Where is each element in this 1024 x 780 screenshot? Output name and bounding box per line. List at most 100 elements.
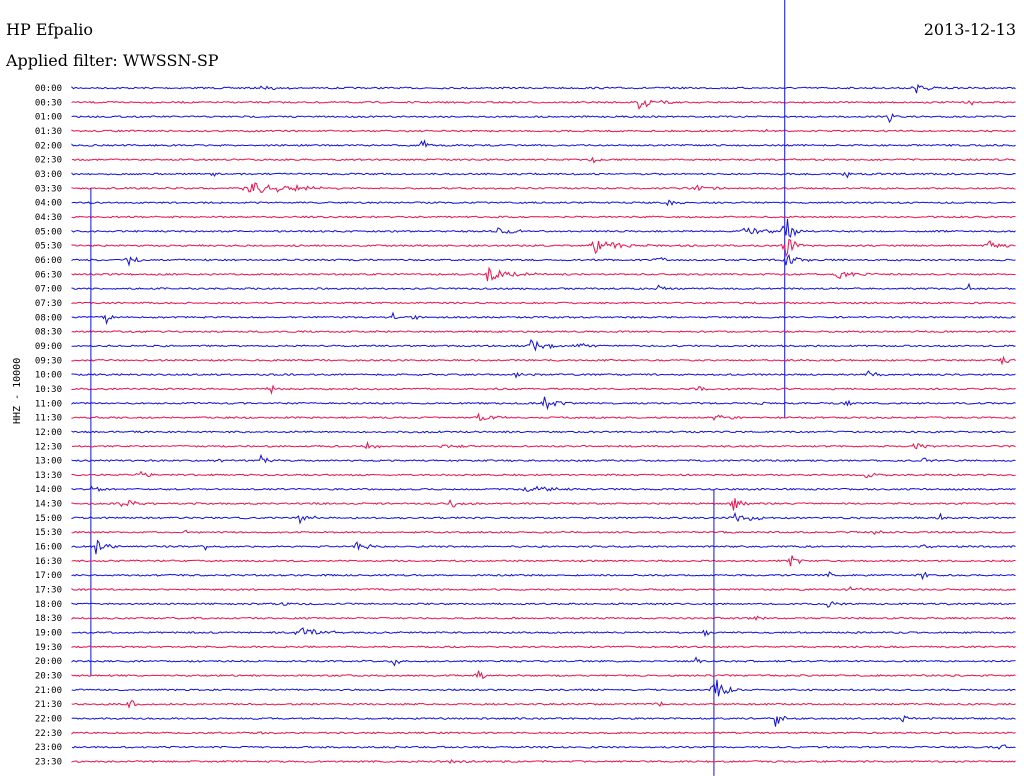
row-time-label: 22:00: [35, 715, 62, 725]
trace-row: [71, 199, 1016, 207]
trace-row: [71, 370, 1016, 379]
trace-row: [71, 430, 1016, 434]
row-time-label: 11:30: [35, 414, 62, 424]
row-time-label: 22:30: [35, 729, 62, 739]
trace-row: [71, 139, 1016, 148]
trace-row: [71, 330, 1016, 334]
trace-row: [71, 355, 1016, 366]
date-label: 2013-12-13: [923, 20, 1016, 39]
trace-row: [71, 715, 1016, 727]
trace-row: [71, 586, 1016, 592]
trace-row: [71, 627, 1016, 638]
row-time-label: 07:30: [35, 299, 62, 309]
row-time-label: 19:00: [35, 629, 62, 639]
row-time-label: 02:00: [35, 141, 62, 151]
row-time-label: 23:30: [35, 758, 62, 768]
row-time-label: 15:00: [35, 514, 62, 524]
row-time-label: 09:30: [35, 356, 62, 366]
row-time-label: 04:30: [35, 213, 62, 223]
station-name: HP Efpalio: [6, 20, 94, 39]
row-time-label: 05:30: [35, 242, 62, 252]
row-time-label: 01:30: [35, 127, 62, 137]
row-time-label: 07:00: [35, 285, 62, 295]
row-time-label: 18:00: [35, 600, 62, 610]
trace-row: [71, 128, 1016, 133]
trace-row: [71, 485, 1016, 493]
trace-row: [71, 615, 1016, 621]
trace-row: [71, 656, 1016, 667]
trace-row: [71, 182, 1016, 193]
row-time-label: 21:00: [35, 686, 62, 696]
trace-row: [71, 83, 1016, 94]
trace-row: [71, 396, 1016, 411]
row-time-label: 03:00: [35, 170, 62, 180]
trace-row: [71, 555, 1016, 567]
row-labels: 00:00 00:30 01:00 01:30 02:00 02:30 03:00 03:30…: [35, 84, 62, 768]
row-time-label: 14:30: [35, 500, 62, 510]
trace-row: [71, 238, 1016, 258]
row-time-label: 02:30: [35, 156, 62, 166]
trace-row: [71, 571, 1016, 581]
trace-row: [71, 645, 1016, 649]
row-time-label: 13:00: [35, 457, 62, 467]
row-time-label: 11:00: [35, 399, 62, 409]
trace-row: [71, 99, 1016, 110]
row-time-label: 14:00: [35, 485, 62, 495]
trace-row: [71, 539, 1016, 555]
row-time-label: 12:30: [35, 442, 62, 452]
row-time-label: 16:00: [35, 543, 62, 553]
trace-row: [71, 758, 1016, 764]
row-time-label: 15:30: [35, 528, 62, 538]
row-time-label: 03:30: [35, 184, 62, 194]
trace-row: [71, 440, 1016, 450]
trace-row: [71, 338, 1016, 352]
trace-row: [71, 412, 1016, 422]
trace-row: [71, 156, 1016, 164]
row-time-label: 05:00: [35, 227, 62, 237]
row-time-label: 06:00: [35, 256, 62, 266]
trace-row: [71, 498, 1016, 511]
trace-row: [71, 254, 1016, 267]
row-time-label: 17:00: [35, 571, 62, 581]
row-time-label: 08:30: [35, 328, 62, 338]
trace-row: [71, 670, 1016, 680]
row-time-label: 12:00: [35, 428, 62, 438]
row-time-label: 00:00: [35, 84, 62, 94]
row-time-label: 10:30: [35, 385, 62, 395]
trace-row: [71, 731, 1016, 735]
trace-row: [71, 311, 1016, 326]
trace-row: [71, 171, 1016, 179]
row-time-label: 18:30: [35, 614, 62, 624]
trace-group: [71, 0, 1016, 776]
trace-row: [71, 470, 1016, 479]
row-time-label: 20:30: [35, 672, 62, 682]
trace-row: [71, 601, 1016, 609]
row-time-label: 01:00: [35, 113, 62, 123]
trace-row: [71, 282, 1016, 291]
row-time-label: 00:30: [35, 98, 62, 108]
row-time-label: 21:30: [35, 700, 62, 710]
filter-label: Applied filter: WWSSN-SP: [6, 51, 219, 70]
row-time-label: 20:00: [35, 657, 62, 667]
row-time-label: 10:00: [35, 371, 62, 381]
trace-row: [71, 266, 1016, 282]
trace-row: [71, 679, 1016, 697]
row-time-label: 17:30: [35, 586, 62, 596]
row-time-label: 16:30: [35, 557, 62, 567]
trace-row: [71, 301, 1016, 305]
trace-row: [71, 744, 1016, 750]
row-time-label: 04:00: [35, 199, 62, 209]
row-time-label: 23:00: [35, 743, 62, 753]
trace-row: [71, 384, 1016, 395]
trace-row: [71, 219, 1016, 238]
row-time-label: 09:00: [35, 342, 62, 352]
trace-row: [71, 699, 1016, 709]
trace-row: [71, 529, 1016, 536]
trace-row: [71, 511, 1016, 525]
row-time-label: 19:30: [35, 643, 62, 653]
row-time-label: 06:30: [35, 270, 62, 280]
trace-row: [71, 215, 1016, 219]
row-time-label: 13:30: [35, 471, 62, 481]
trace-row: [71, 453, 1016, 464]
